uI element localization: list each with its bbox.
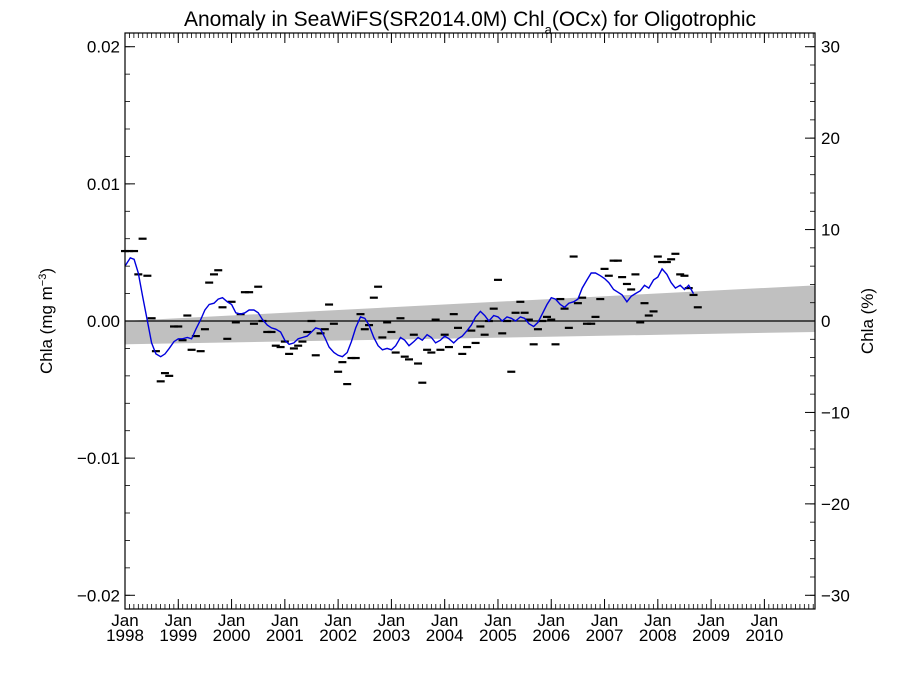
y-right-tick-label: −20 <box>821 495 850 514</box>
x-tick-month-label: Jan <box>324 611 351 630</box>
x-tick-year-label: 2008 <box>639 626 677 645</box>
x-tick-year-label: 2009 <box>692 626 730 645</box>
y-right-tick-label: −30 <box>821 586 850 605</box>
x-tick-month-label: Jan <box>644 611 671 630</box>
smoothed-line-layer <box>124 257 695 358</box>
x-tick-month-label: Jan <box>538 611 565 630</box>
trend-confidence-band <box>125 285 815 345</box>
y-left-tick-label: 0.01 <box>87 175 120 194</box>
y-right-tick-label: −10 <box>821 403 850 422</box>
x-tick-month-label: Jan <box>751 611 778 630</box>
x-tick-month-label: Jan <box>165 611 192 630</box>
x-tick-month-label: Jan <box>111 611 138 630</box>
x-tick-year-label: 1998 <box>106 626 144 645</box>
x-tick-year-label: 1999 <box>159 626 197 645</box>
x-tick-year-label: 2002 <box>319 626 357 645</box>
x-tick-year-label: 2007 <box>586 626 624 645</box>
y-axis-left-label: Chla (mg m−3) <box>37 268 56 374</box>
y-left-tick-label: 0.02 <box>87 38 120 57</box>
trend-band-layer <box>125 285 815 345</box>
axis-ticks-layer: 0.020.010.00−0.01−0.023020100−10−20−30Ja… <box>77 33 850 645</box>
y-right-tick-label: 0 <box>821 312 830 331</box>
y-right-tick-label: 20 <box>821 129 840 148</box>
x-tick-month-label: Jan <box>218 611 245 630</box>
x-tick-month-label: Jan <box>591 611 618 630</box>
x-tick-month-label: Jan <box>697 611 724 630</box>
x-tick-month-label: Jan <box>431 611 458 630</box>
y-left-tick-label: −0.02 <box>77 586 120 605</box>
x-tick-year-label: 2004 <box>426 626 464 645</box>
x-tick-year-label: 2010 <box>745 626 783 645</box>
smoothed-anomaly-line <box>124 257 695 358</box>
monthly-markers-layer <box>121 237 702 386</box>
y-right-tick-label: 10 <box>821 221 840 240</box>
chart-title: Anomaly in SeaWiFS(SR2014.0M) Chla(OCx) … <box>184 8 756 37</box>
x-tick-month-label: Jan <box>378 611 405 630</box>
x-tick-year-label: 2003 <box>372 626 410 645</box>
y-left-tick-label: −0.01 <box>77 449 120 468</box>
x-tick-month-label: Jan <box>271 611 298 630</box>
x-tick-year-label: 2006 <box>532 626 570 645</box>
y-right-tick-label: 30 <box>821 38 840 57</box>
x-tick-month-label: Jan <box>484 611 511 630</box>
y-axis-right-label: Chla (%) <box>858 288 877 354</box>
y-left-tick-label: 0.00 <box>87 312 120 331</box>
x-tick-year-label: 2001 <box>266 626 304 645</box>
x-tick-year-label: 2000 <box>213 626 251 645</box>
x-tick-year-label: 2005 <box>479 626 517 645</box>
